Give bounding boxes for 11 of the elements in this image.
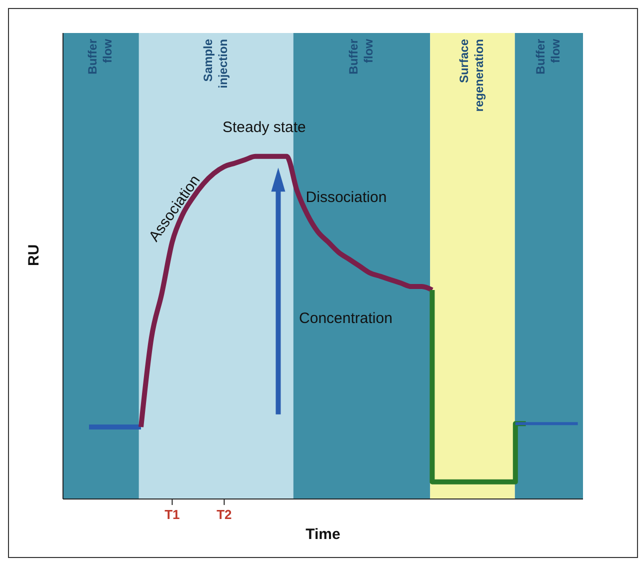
text: Buffer flow <box>86 38 115 74</box>
text: Buffer flow <box>346 38 376 74</box>
text: Buffer flow <box>534 38 563 74</box>
y-axis-title: RU <box>25 244 42 266</box>
x-tick-label: T1 <box>164 507 180 522</box>
text: Sample injection <box>200 38 230 88</box>
annotation: Dissociation <box>306 188 387 206</box>
annotation: Concentration <box>299 310 392 327</box>
text: Surface regeneration <box>457 38 486 112</box>
x-tick-label: T2 <box>216 507 232 522</box>
x-axis-title: Time <box>306 526 340 543</box>
